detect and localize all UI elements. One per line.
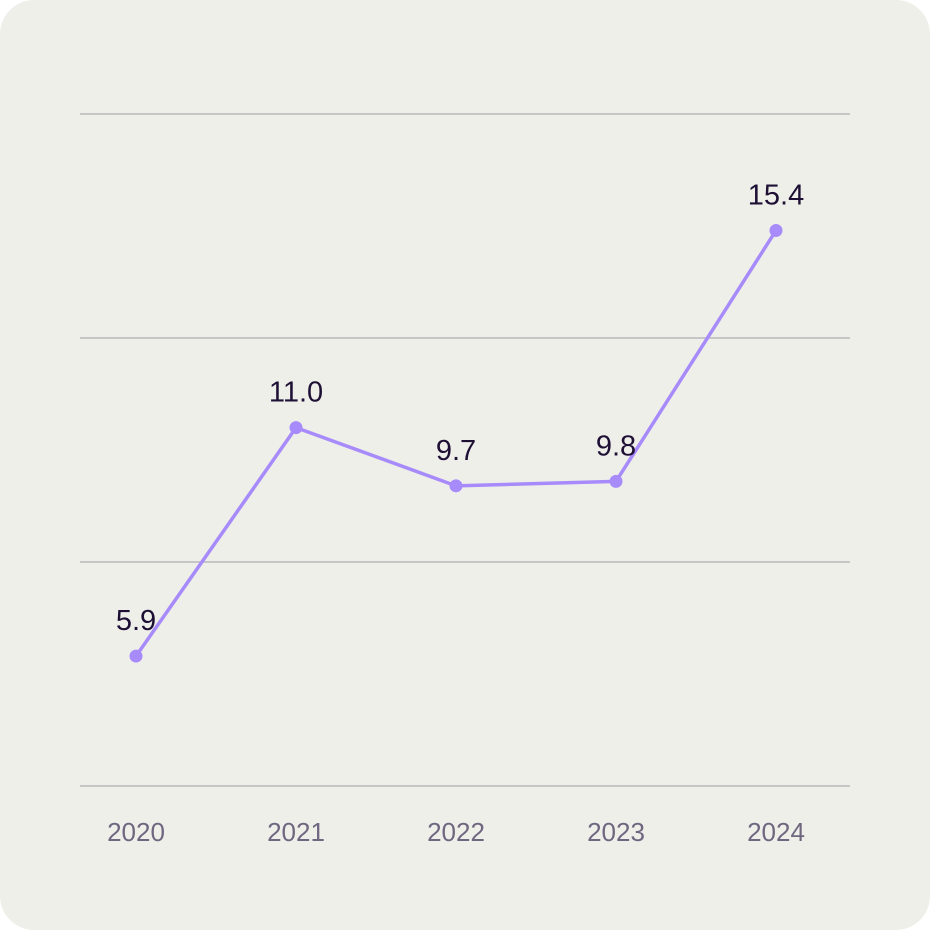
data-label: 15.4	[748, 179, 804, 211]
series-group	[129, 223, 783, 663]
data-labels: 5.9 11.0 9.7 9.8 15.4	[116, 179, 804, 637]
x-tick-label: 2023	[587, 817, 645, 847]
data-label: 11.0	[269, 377, 323, 409]
data-point	[609, 474, 623, 488]
data-label: 9.8	[596, 430, 636, 462]
data-point	[769, 223, 783, 237]
x-tick-label: 2020	[107, 817, 165, 847]
data-point	[449, 479, 463, 493]
data-label: 9.7	[436, 435, 476, 467]
data-label: 5.9	[116, 605, 156, 637]
data-point	[289, 421, 303, 435]
gridlines	[80, 113, 850, 787]
x-tick-label: 2022	[427, 817, 485, 847]
x-tick-label: 2021	[267, 817, 325, 847]
data-point	[129, 649, 143, 663]
x-axis-tick-labels: 2020 2021 2022 2023 2024	[107, 817, 805, 847]
x-tick-label: 2024	[747, 817, 805, 847]
